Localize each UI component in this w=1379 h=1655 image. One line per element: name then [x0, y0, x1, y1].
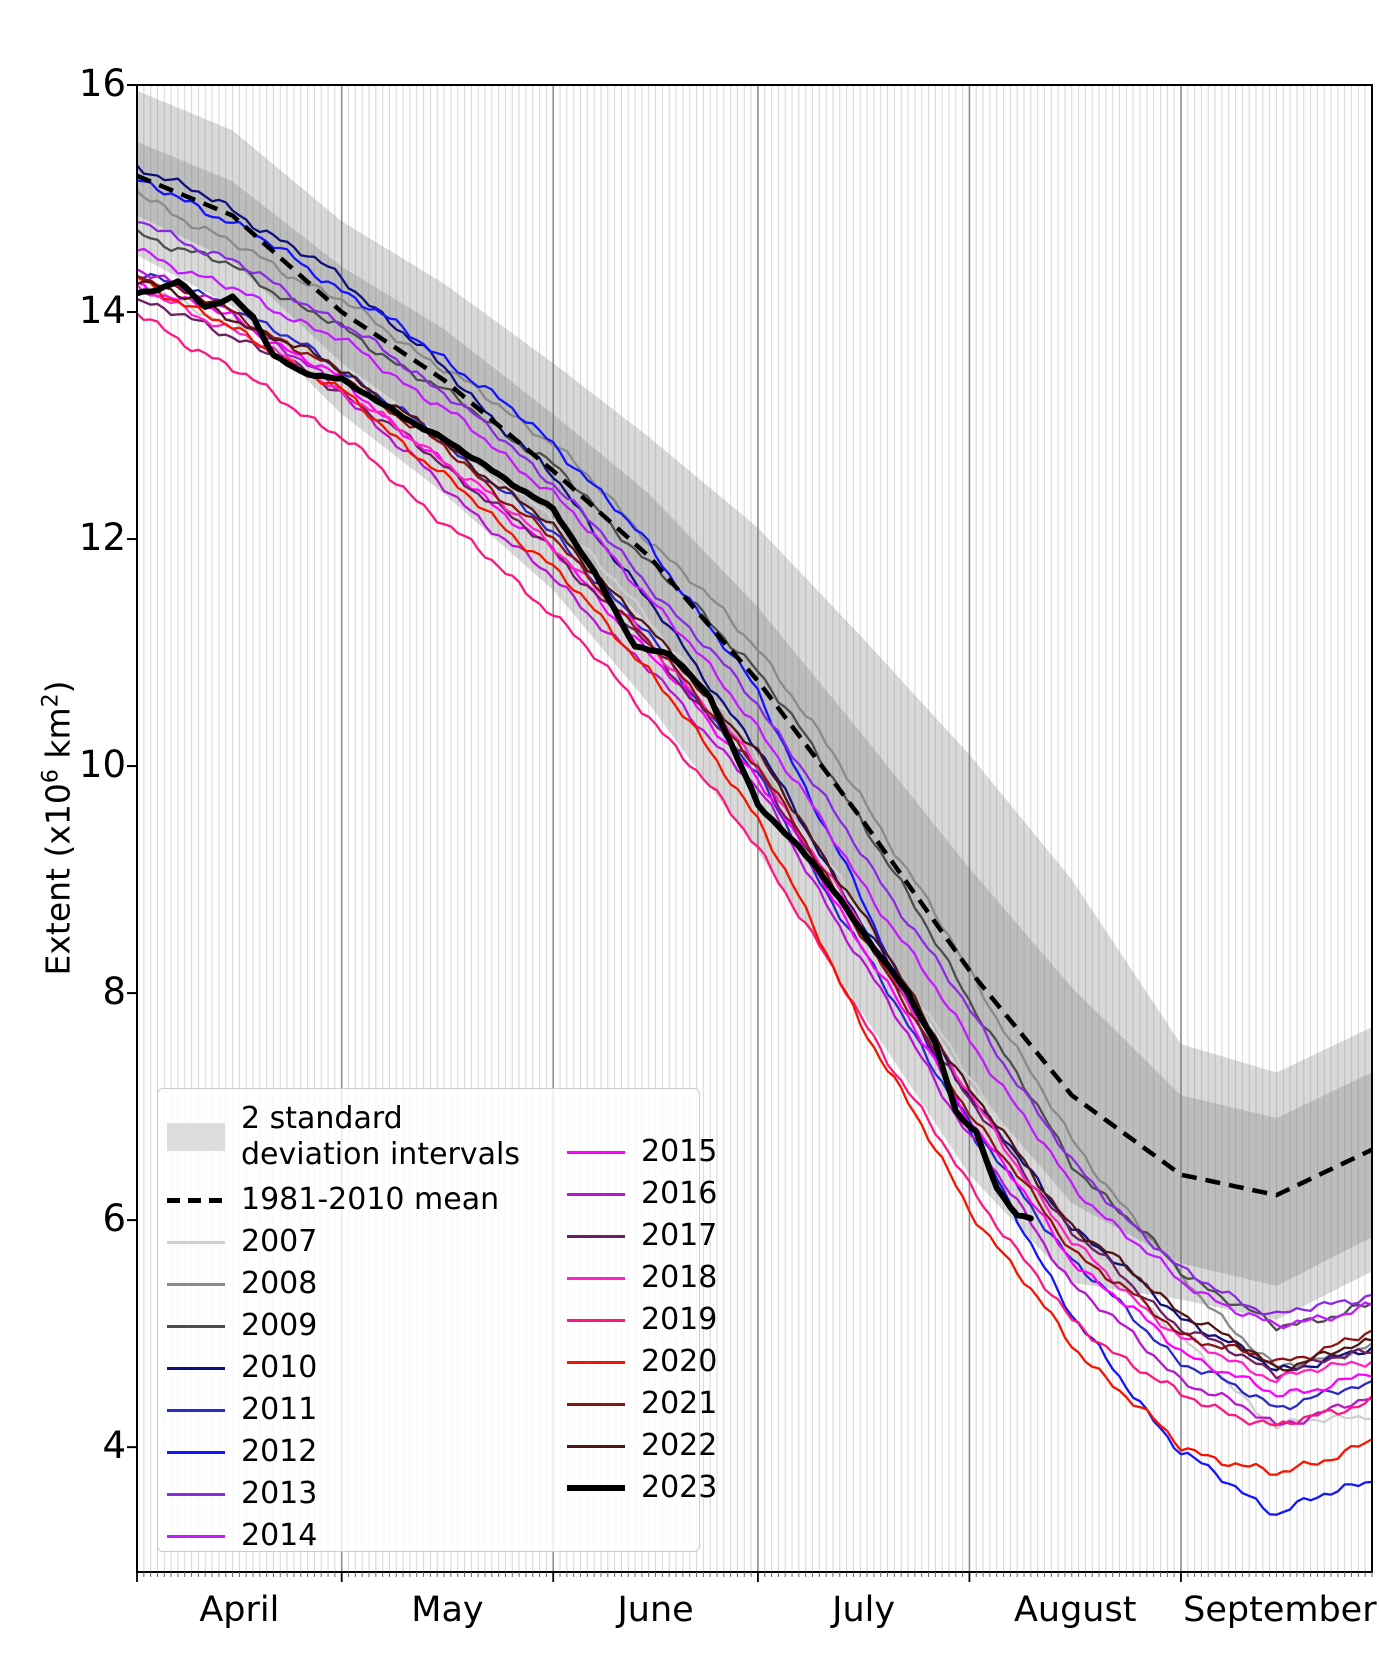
- legend-swatch-2015: [567, 1150, 625, 1154]
- legend-item-2010: 2010: [167, 1347, 520, 1389]
- legend-swatch-2016: [567, 1192, 625, 1196]
- legend-item-2013: 2013: [167, 1473, 520, 1515]
- legend-swatch-2011: [167, 1408, 225, 1412]
- legend-swatch-2017: [567, 1234, 625, 1238]
- legend-item-2016: 2016: [567, 1173, 717, 1215]
- legend-item-2018: 2018: [567, 1257, 717, 1299]
- series-line-2011: [136, 272, 1373, 1411]
- x-tick-label-june: June: [617, 1590, 694, 1630]
- legend-item-2011: 2011: [167, 1389, 520, 1431]
- legend-label-2023: 2023: [641, 1470, 718, 1505]
- legend-label-2015: 2015: [641, 1134, 718, 1169]
- legend-label-mean: 1981-2010 mean: [241, 1182, 500, 1217]
- legend-column-2: 2015 2016 2017 2018 2019 2020 2021 2022 2023: [567, 1131, 717, 1509]
- mean-dash-swatch: [167, 1197, 225, 1203]
- legend-label-2020: 2020: [641, 1344, 718, 1379]
- legend-label-2013: 2013: [241, 1476, 318, 1511]
- legend-swatch-2008: [167, 1282, 225, 1286]
- legend-label-2018: 2018: [641, 1260, 718, 1295]
- legend-item-2019: 2019: [567, 1299, 717, 1341]
- y-tick-label: 16: [78, 62, 126, 105]
- legend-label-2014: 2014: [241, 1518, 318, 1553]
- legend-box: 2 standard deviation intervals 1981-2010…: [157, 1088, 717, 1553]
- legend-swatch-2022: [567, 1444, 625, 1448]
- legend-item-mean: 1981-2010 mean: [167, 1179, 520, 1221]
- series-line-2023: [136, 278, 1034, 1222]
- legend-swatch-2019: [567, 1318, 625, 1322]
- legend-swatch-2018: [567, 1276, 625, 1280]
- legend-swatch-2020: [567, 1360, 625, 1364]
- legend-item-2015: 2015: [567, 1131, 717, 1173]
- series-line-2020: [136, 275, 1373, 1476]
- legend-swatch-2007: [167, 1240, 225, 1244]
- plot-spines: [136, 84, 1373, 1573]
- x-tick-label-april: April: [199, 1590, 280, 1630]
- y-tick-label: 8: [102, 970, 126, 1014]
- y-tick-label: 14: [78, 289, 126, 333]
- legend-swatch-2014: [167, 1534, 225, 1538]
- legend-label-2017: 2017: [641, 1218, 718, 1253]
- legend-label-2011: 2011: [241, 1392, 318, 1427]
- x-tick-label-august: August: [1013, 1590, 1137, 1630]
- y-axis-label: Extent (x106 km2): [38, 680, 78, 976]
- legend-item-2014: 2014: [167, 1515, 520, 1557]
- legend-item-2022: 2022: [567, 1425, 717, 1467]
- y-tick-label: 6: [102, 1197, 126, 1241]
- series-line-2022: [136, 280, 1373, 1372]
- legend-swatch-2021: [567, 1402, 625, 1406]
- legend-label-2016: 2016: [641, 1176, 718, 1211]
- legend-label-2007: 2007: [241, 1224, 318, 1259]
- std-band-inner: [137, 141, 1372, 1286]
- legend-label-2021: 2021: [641, 1386, 718, 1421]
- legend-label-2009: 2009: [241, 1308, 318, 1343]
- legend-label-2019: 2019: [641, 1302, 718, 1337]
- x-tick-label-september: September: [1183, 1590, 1377, 1630]
- legend-item-2008: 2008: [167, 1263, 520, 1305]
- series-line-mean: [136, 173, 1373, 1198]
- series-line-2014: [136, 247, 1373, 1330]
- legend-item-2012: 2012: [167, 1431, 520, 1473]
- y-tick-label: 12: [78, 516, 126, 560]
- legend-swatch-2013: [167, 1492, 225, 1496]
- legend-item-2007: 2007: [167, 1221, 520, 1263]
- legend-item-std-band: 2 standard deviation intervals: [167, 1095, 520, 1179]
- y-tick-label: 4: [102, 1424, 126, 1468]
- x-tick-label-may: May: [411, 1590, 484, 1630]
- series-line-2013: [136, 220, 1373, 1316]
- legend-item-2017: 2017: [567, 1215, 717, 1257]
- std-band-swatch: [167, 1123, 225, 1151]
- legend-label-2012: 2012: [241, 1434, 318, 1469]
- legend-swatch-2012: [167, 1450, 225, 1454]
- legend-column-1: 2 standard deviation intervals 1981-2010…: [167, 1095, 520, 1557]
- legend-item-2023: 2023: [567, 1467, 717, 1509]
- legend-swatch-2010: [167, 1366, 225, 1370]
- legend-swatch-2009: [167, 1324, 225, 1328]
- series-line-2012: [136, 179, 1373, 1516]
- legend-item-2009: 2009: [167, 1305, 520, 1347]
- legend-item-2020: 2020: [567, 1341, 717, 1383]
- x-tick-label-july: July: [832, 1590, 896, 1630]
- legend-label-std-band: 2 standard deviation intervals: [241, 1101, 520, 1172]
- legend-label-2008: 2008: [241, 1266, 318, 1301]
- legend-item-2021: 2021: [567, 1383, 717, 1425]
- legend-label-2010: 2010: [241, 1350, 318, 1385]
- std-band-outer: [137, 90, 1372, 1321]
- legend-swatch-2023: [567, 1485, 625, 1491]
- series-line-2019: [136, 312, 1373, 1427]
- legend-label-2022: 2022: [641, 1428, 718, 1463]
- y-tick-label: 10: [78, 743, 126, 787]
